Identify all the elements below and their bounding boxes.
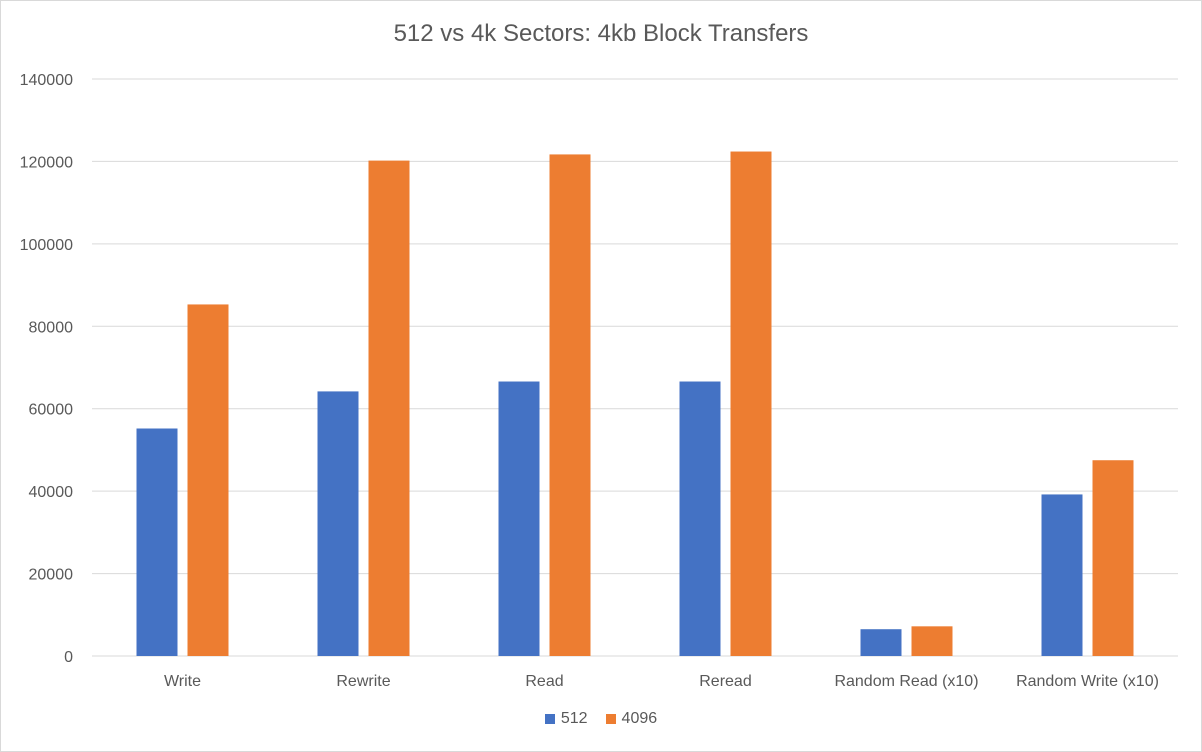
bar-4096 [187, 304, 229, 656]
y-tick-label: 20000 [29, 567, 74, 584]
bar-512 [317, 391, 359, 656]
gridlines [92, 78, 1178, 657]
y-axis-labels: 0 20000 40000 60000 80000 100000 120000 140000 [20, 72, 73, 666]
x-tick-label: Reread [699, 673, 751, 690]
legend: 512 4096 [0, 710, 1202, 728]
y-tick-label: 140000 [20, 72, 73, 89]
bar-4096 [730, 151, 772, 656]
bar-512 [498, 381, 540, 656]
x-tick-label: Random Write (x10) [1016, 673, 1159, 690]
legend-item-4096: 4096 [605, 710, 658, 728]
bars [136, 151, 1134, 656]
legend-label-4096: 4096 [621, 710, 658, 727]
bar-4096 [1092, 460, 1134, 656]
x-axis-labels: Write Rewrite Read Reread Random Read (x10) R… [164, 673, 1159, 690]
bar-512 [136, 428, 178, 656]
y-tick-label: 40000 [29, 484, 74, 501]
x-tick-label: Random Read (x10) [834, 673, 978, 690]
legend-label-512: 512 [560, 710, 588, 727]
bar-512 [1041, 494, 1083, 656]
y-tick-label: 0 [64, 649, 73, 666]
x-tick-label: Write [164, 673, 201, 690]
legend-swatch-512 [544, 714, 555, 724]
bar-512 [860, 629, 902, 656]
y-tick-label: 60000 [29, 402, 74, 419]
x-tick-label: Rewrite [336, 673, 390, 690]
legend-item-512: 512 [544, 710, 588, 728]
chart-title: 512 vs 4k Sectors: 4kb Block Transfers [393, 20, 809, 47]
y-tick-label: 100000 [20, 237, 73, 254]
y-tick-label: 120000 [20, 154, 73, 171]
legend-swatch-4096 [605, 714, 616, 724]
bar-4096 [549, 154, 591, 656]
x-tick-label: Read [525, 673, 563, 690]
bar-4096 [911, 626, 953, 656]
y-tick-label: 80000 [29, 319, 74, 336]
bar-4096 [368, 160, 410, 656]
bar-512 [679, 381, 721, 656]
